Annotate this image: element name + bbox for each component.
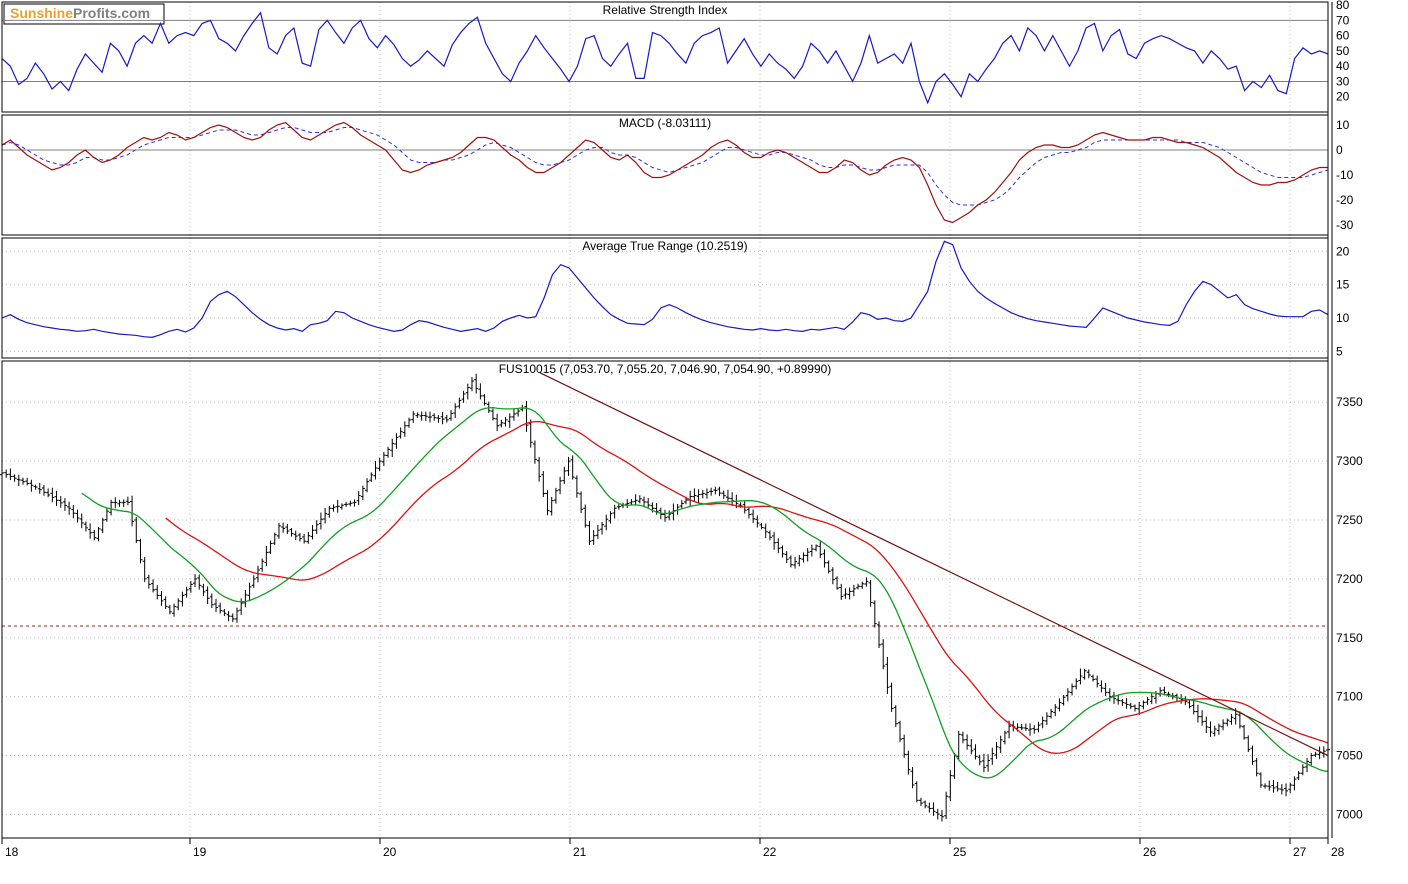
svg-text:-10: -10 [1336,168,1354,182]
x-tick: 28 [1331,845,1345,859]
macd-title: MACD (-8.03111) [619,116,711,130]
watermark: SunshineProfits.com [10,5,150,21]
svg-text:7150: 7150 [1336,631,1363,645]
svg-text:7250: 7250 [1336,513,1363,527]
svg-text:5: 5 [1336,344,1343,358]
svg-text:30: 30 [1336,74,1350,88]
svg-text:7200: 7200 [1336,572,1363,586]
x-tick: 21 [573,845,587,859]
svg-text:50: 50 [1336,44,1350,58]
chart-container: 20304050607080Relative Strength Index-30… [0,0,1408,884]
svg-text:7000: 7000 [1336,807,1363,821]
price-bars [0,374,1330,822]
trend-line [540,373,1328,756]
svg-text:15: 15 [1336,278,1350,292]
svg-text:-30: -30 [1336,218,1354,232]
x-tick: 18 [5,845,19,859]
svg-text:10: 10 [1336,118,1350,132]
svg-text:70: 70 [1336,13,1350,27]
svg-text:10: 10 [1336,311,1350,325]
svg-text:40: 40 [1336,59,1350,73]
svg-text:20: 20 [1336,244,1350,258]
price-title: FUS10015 (7,053.70, 7,055.20, 7,046.90, … [499,362,832,376]
x-tick: 27 [1293,845,1307,859]
svg-text:7100: 7100 [1336,690,1363,704]
chart-svg: 20304050607080Relative Strength Index-30… [0,0,1408,884]
x-tick: 20 [383,845,397,859]
svg-text:60: 60 [1336,29,1350,43]
svg-text:0: 0 [1336,143,1343,157]
svg-text:7350: 7350 [1336,395,1363,409]
svg-text:-20: -20 [1336,193,1354,207]
svg-text:20: 20 [1336,90,1350,104]
svg-text:7300: 7300 [1336,454,1363,468]
svg-text:7050: 7050 [1336,749,1363,763]
rsi-title: Relative Strength Index [603,3,728,17]
x-tick: 19 [193,845,207,859]
x-tick: 25 [953,845,967,859]
atr-title: Average True Range (10.2519) [582,239,747,253]
x-tick: 26 [1143,845,1157,859]
svg-text:80: 80 [1336,0,1350,12]
x-tick: 22 [763,845,777,859]
